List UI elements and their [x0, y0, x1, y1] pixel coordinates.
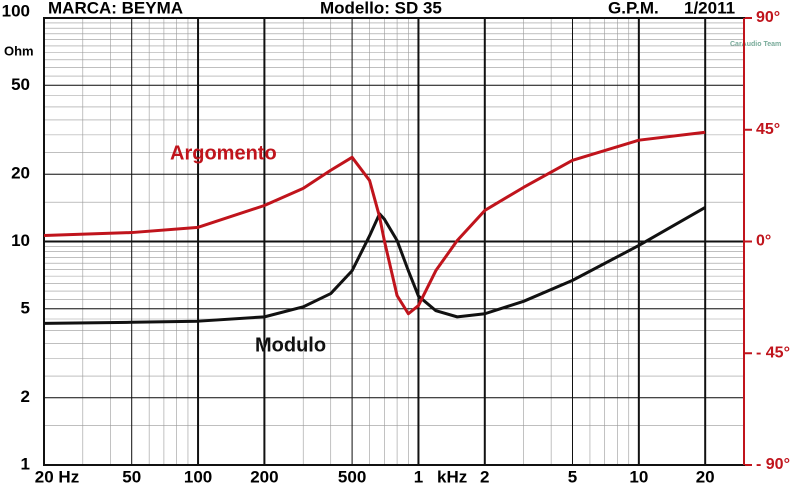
y2-tick-label: 90° — [756, 9, 780, 26]
series-line — [43, 206, 706, 325]
y-unit: Ohm — [4, 43, 34, 58]
x-tick-label: 100 — [184, 467, 212, 485]
y-tick-label: 50 — [11, 75, 30, 94]
x-tick-label: 5 — [568, 467, 577, 485]
x-tick-label: 200 — [250, 467, 278, 485]
x-tick-label: 10 — [629, 467, 648, 485]
y-tick-label: 10 — [11, 231, 30, 250]
y2-tick-label: 0° — [756, 233, 771, 250]
x-tick-label: 50 — [122, 467, 141, 485]
x-tick-label: 1 — [414, 467, 423, 485]
x-tick-label: 20 Hz — [35, 467, 79, 485]
series-line — [43, 130, 706, 316]
date: 1/2011 — [684, 0, 735, 17]
y-tick-label: 100 — [2, 1, 30, 20]
x-tick-label: 2 — [480, 467, 489, 485]
x-unit: kHz — [437, 467, 467, 485]
y-tick-label: 20 — [11, 164, 30, 183]
y2-tick-label: - 45° — [756, 344, 790, 361]
author: G.P.M. — [608, 0, 659, 17]
model: Modello: SD 35 — [320, 0, 442, 17]
watermark: CarAudio Team — [730, 41, 781, 48]
y-tick-label: 5 — [21, 298, 30, 317]
x-tick-label: 500 — [338, 467, 366, 485]
y-tick-label: 2 — [21, 387, 30, 406]
series-label: Modulo — [255, 334, 326, 356]
brand: MARCA: BEYMA — [48, 0, 183, 17]
y-tick-label: 1 — [21, 454, 30, 473]
y2-tick-label: - 90° — [756, 456, 790, 473]
y2-tick-label: 45° — [756, 121, 780, 138]
series-label: Argomento — [170, 142, 277, 164]
x-tick-label: 20 — [696, 467, 715, 485]
